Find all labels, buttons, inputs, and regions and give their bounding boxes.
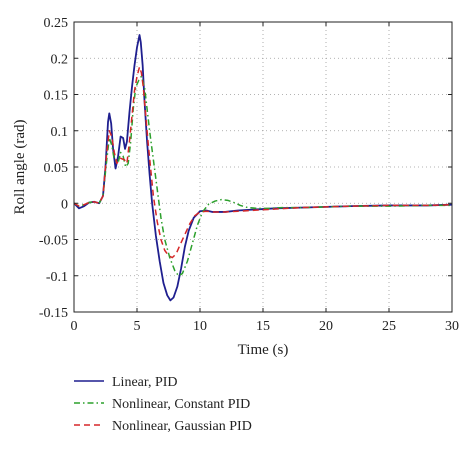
series-lines (73, 34, 453, 302)
x-tick-label: 20 (319, 319, 333, 334)
x-tick-label: 15 (256, 319, 270, 334)
y-tick-label: 0 (61, 197, 68, 212)
y-tick-label: 0.15 (44, 89, 69, 104)
x-tick-label: 25 (382, 319, 396, 334)
x-tick-label: 5 (134, 319, 141, 334)
y-tick-label: -0.1 (46, 270, 68, 285)
legend-label-1: Linear, PID (112, 375, 178, 390)
y-tick-label: -0.05 (39, 234, 68, 249)
y-tick-label: 0.25 (44, 16, 69, 31)
legend-label-3: Nonlinear, Gaussian PID (112, 419, 252, 434)
y-tick-label: -0.15 (39, 306, 68, 321)
x-tick-label: 10 (193, 319, 207, 334)
ticks: 0 5 10 15 20 25 30 -0.15 -0.1 -0.05 0 0.05 0.1 0.15 0.… (39, 16, 459, 334)
y-tick-label: 0.2 (51, 52, 69, 67)
series-line-3 (73, 66, 453, 259)
series-line-2 (73, 75, 452, 277)
y-axis-label: Roll angle (rad) (12, 120, 28, 215)
grid (74, 22, 452, 312)
y-tick-label: 0.1 (51, 125, 69, 140)
x-tick-label: 30 (445, 319, 459, 334)
y-tick-label: 0.05 (44, 161, 69, 176)
x-tick-label: 0 (71, 319, 78, 334)
x-axis-label: Time (s) (238, 342, 289, 358)
series-line-1 (73, 34, 453, 302)
legend: Linear, PID Nonlinear, Constant PID Nonlin… (74, 375, 252, 434)
legend-label-2: Nonlinear, Constant PID (112, 397, 250, 412)
